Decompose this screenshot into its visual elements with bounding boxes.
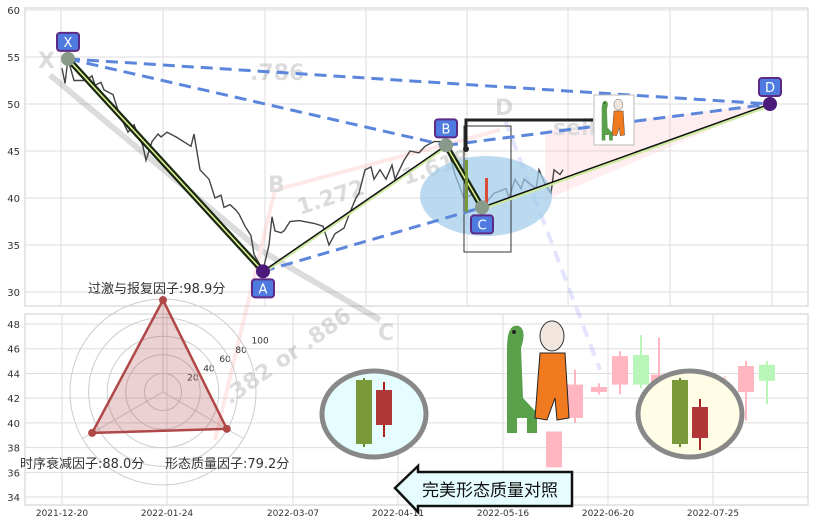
x-tick-label: 2022-01-24 — [141, 509, 194, 519]
radar-tick-label: 100 — [252, 337, 269, 347]
dashed-line-AC — [262, 205, 483, 273]
y-tick-label: 42 — [7, 394, 20, 405]
radar-point — [222, 424, 231, 433]
x-tick-label: 2022-06-20 — [582, 509, 635, 519]
point-label-box-C — [470, 214, 494, 235]
y-tick-label: 35 — [7, 241, 20, 252]
dashed-line-XD — [67, 57, 771, 106]
pattern-point-A — [256, 264, 270, 279]
y-tick-label: 38 — [7, 444, 20, 455]
y-tick-label: 46 — [7, 345, 20, 356]
x-tick-label: 2022-04-11 — [372, 509, 424, 519]
radar-axis-label: 时序衰减因子:88.0分 — [20, 456, 144, 472]
x-tick-label: 2022-03-07 — [267, 509, 319, 519]
radar-area — [90, 297, 229, 435]
perfect-pattern-lens — [319, 368, 429, 460]
highlight-box — [463, 125, 512, 253]
mini-candle — [465, 160, 468, 212]
radar-axis-label: 形态质量因子:79.2分 — [165, 457, 289, 472]
y-tick-label: 60 — [7, 6, 20, 17]
callout-arrow: 完美形态质量对照 — [393, 463, 574, 516]
radar-tick-label: 80 — [235, 346, 247, 356]
pattern-point-B — [439, 138, 453, 153]
candle-body — [546, 431, 562, 468]
point-label-X: X — [64, 36, 73, 51]
leg-XA-highlight — [67, 58, 264, 272]
y-tick-label: 40 — [7, 419, 20, 430]
x-tick-label: 2022-05-16 — [477, 509, 530, 519]
perfect-pattern-lens-red-candle — [376, 390, 392, 425]
signal-bracket — [464, 118, 593, 150]
watermark-text: B — [268, 173, 285, 198]
y-tick-label: 50 — [7, 100, 20, 111]
current-pattern-lens-red-candle — [692, 407, 708, 438]
y-tick-label: 40 — [7, 194, 20, 205]
mascot-sticker — [601, 98, 625, 141]
dashed-line-XB — [67, 57, 447, 147]
y-tick-label: 36 — [7, 468, 20, 479]
y-tick-label: 30 — [7, 288, 20, 299]
point-label-box-B — [434, 118, 458, 139]
y-tick-label: 44 — [7, 369, 20, 380]
candle-body — [759, 364, 775, 381]
leg-CD-glow — [481, 104, 771, 211]
point-label-box-A — [251, 278, 275, 299]
point-label-box-D — [758, 77, 782, 97]
giraffe-dog-mascot — [507, 320, 570, 433]
radar-point — [159, 296, 167, 305]
top-panel — [24, 7, 809, 307]
signal-dot — [463, 146, 469, 152]
mini-candle — [485, 178, 488, 208]
watermark-line — [503, 119, 602, 371]
current-pattern-lens — [635, 368, 745, 460]
watermark-text: C — [378, 321, 394, 346]
radar-axis — [82, 391, 164, 439]
candle-body — [567, 384, 583, 418]
leg-AB — [262, 144, 447, 272]
current-pattern-lens-green-candle — [672, 380, 688, 444]
perfect-pattern-lens-green-candle — [356, 380, 372, 444]
pattern-point-X — [61, 51, 75, 66]
x-tick-label: 2021-12-20 — [36, 509, 89, 519]
radar-tick-label: 60 — [219, 355, 231, 365]
radar-tick-label: 40 — [203, 364, 215, 374]
y-tick-label: 34 — [7, 493, 20, 504]
leg-BC-highlight — [445, 144, 483, 208]
pattern-point-D — [763, 97, 777, 111]
point-label-C: C — [477, 218, 486, 233]
pattern-point-C — [475, 200, 489, 215]
watermark-text: D — [495, 96, 513, 121]
y-tick-label: 45 — [7, 147, 20, 158]
radar-tick-label: 20 — [187, 374, 199, 384]
candle-body — [738, 366, 754, 392]
y-tick-label: 55 — [7, 53, 20, 64]
radar-axis-label: 过激与报复因子:98.9分 — [88, 282, 225, 297]
watermark-text: X — [38, 49, 55, 74]
point-label-B: B — [442, 122, 451, 137]
watermark-line — [48, 72, 382, 323]
candle-body — [612, 356, 628, 385]
watermark-line — [213, 128, 501, 441]
candle-body — [633, 354, 649, 385]
x-tick-label: 2022-07-25 — [687, 509, 739, 519]
radar-point — [88, 428, 97, 437]
candle-body — [591, 387, 607, 392]
point-label-D: D — [765, 81, 775, 96]
y-tick-label: 48 — [7, 320, 20, 331]
point-label-box-X — [56, 31, 80, 52]
leg-CD — [481, 103, 771, 209]
leg-AB-glow — [262, 145, 447, 275]
point-label-A: A — [259, 282, 268, 297]
callout-text: 完美形态质量对照 — [422, 481, 558, 501]
